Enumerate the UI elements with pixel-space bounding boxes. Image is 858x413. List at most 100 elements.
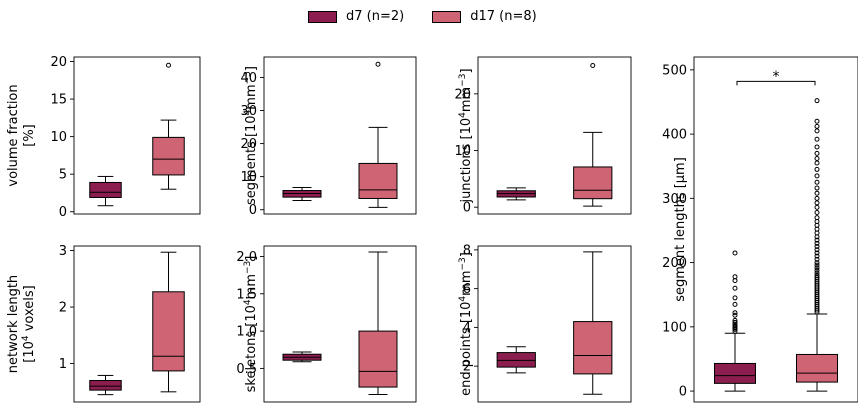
outlier-point <box>814 98 820 104</box>
y-tick-label: 1.5 <box>236 287 257 302</box>
axes-frame <box>693 56 858 403</box>
outlier-point <box>814 195 820 201</box>
outlier-point <box>814 185 820 191</box>
box-d7 <box>89 374 122 396</box>
outlier-point <box>814 136 820 142</box>
box-body <box>152 291 185 372</box>
outlier-point <box>814 247 820 253</box>
y-tick-label: 500 <box>662 63 687 78</box>
chart-panel-4: 1 2 3 network length [104 voxels] <box>6 244 201 403</box>
chart-panel-1: 0 5 10 15 20 volume fraction [%] <box>6 55 201 220</box>
y-tick-label: 0 <box>463 201 471 216</box>
box-d17 <box>796 98 838 392</box>
box-d17 <box>358 61 398 208</box>
box-body <box>573 321 613 375</box>
outlier-point <box>732 319 738 325</box>
axes-frame <box>477 56 632 215</box>
y-tick-label: 1.0 <box>236 325 257 340</box>
y-axis-label: segment lengths [µm] <box>673 157 688 302</box>
legend: d7 (n=2) d17 (n=8) <box>308 9 537 24</box>
y-tick-label: 300 <box>662 192 687 207</box>
y-tick-label: 200 <box>662 256 687 271</box>
box-body <box>714 362 756 384</box>
y-axis-label: volume fraction <box>6 84 21 186</box>
outlier-point <box>732 317 738 323</box>
box-d17 <box>358 251 398 396</box>
outlier-point <box>732 301 738 307</box>
y-axis-label: segments [104mm−3] <box>243 66 259 205</box>
outlier-point <box>814 173 820 179</box>
y-tick-label: 0 <box>679 385 687 400</box>
outlier-point <box>732 310 738 316</box>
box-d17 <box>573 251 613 395</box>
outlier-point <box>814 244 820 250</box>
legend-item-d7: d7 (n=2) <box>308 9 404 24</box>
y-tick-label: 8 <box>463 243 471 258</box>
outlier-point <box>814 262 820 268</box>
axes-frame <box>263 245 417 403</box>
outlier-point <box>814 265 820 271</box>
axes-frame <box>263 56 417 215</box>
box-d17 <box>573 63 613 207</box>
box-d7 <box>282 351 322 363</box>
outlier-point <box>732 285 738 291</box>
box-body <box>358 162 398 199</box>
y-axis-label: skeletons [104mm−3] <box>243 256 259 393</box>
outlier-point <box>814 270 820 276</box>
outlier-point <box>814 166 820 172</box>
outlier-point <box>732 312 738 318</box>
outlier-point <box>814 253 820 259</box>
box-body <box>152 136 185 176</box>
y-tick-label: 2 <box>59 301 67 316</box>
outlier-point <box>814 209 820 215</box>
outlier-point <box>814 190 820 196</box>
outlier-point <box>375 61 381 67</box>
box-d7 <box>496 187 536 201</box>
y-tick-label: 40 <box>240 71 257 86</box>
box-body <box>89 380 122 391</box>
y-tick-label: 2.0 <box>236 250 257 265</box>
outlier-point <box>814 156 820 162</box>
legend-item-d17: d17 (n=8) <box>432 9 537 24</box>
outlier-point <box>166 62 171 68</box>
box-d17 <box>152 62 185 190</box>
y-tick-label: 20 <box>50 55 67 70</box>
outlier-point <box>814 118 820 124</box>
box-body <box>573 166 613 200</box>
y-tick-label: 20 <box>454 87 471 102</box>
outlier-point <box>590 63 596 69</box>
y-tick-label: 30 <box>240 104 257 119</box>
legend-label-d17: d17 (n=8) <box>470 9 537 24</box>
axes-frame <box>73 56 201 215</box>
outlier-point <box>814 144 820 150</box>
box-d7 <box>714 250 756 392</box>
y-tick-label: 15 <box>50 93 67 108</box>
significance-bracket <box>736 80 816 86</box>
outlier-point <box>814 160 820 166</box>
chart-panel-7: 0 100 200 300 400 500 segment lengths [µm] * <box>662 56 858 403</box>
legend-label-d7: d7 (n=2) <box>346 9 405 24</box>
outlier-point <box>814 150 820 156</box>
outlier-point <box>814 256 820 262</box>
outlier-point <box>814 260 820 266</box>
outlier-point <box>814 204 820 210</box>
y-tick-label: 10 <box>240 170 257 185</box>
y-tick-label: 3 <box>59 244 67 259</box>
y-tick-label: 1 <box>59 357 67 372</box>
outlier-point <box>732 295 738 301</box>
y-tick-label: 100 <box>662 320 687 335</box>
y-axis-label: [104 voxels] <box>21 285 37 363</box>
y-tick-label: 5 <box>59 168 67 183</box>
outlier-point <box>814 237 820 243</box>
y-axis-label: [%] <box>22 124 37 147</box>
axes-frame <box>73 245 201 403</box>
axes-frame <box>477 245 632 403</box>
outlier-point <box>814 272 820 278</box>
y-tick-label: 0.5 <box>236 362 257 377</box>
y-axis-label: end points [104mm−3] <box>458 252 474 396</box>
outlier-point <box>814 200 820 206</box>
